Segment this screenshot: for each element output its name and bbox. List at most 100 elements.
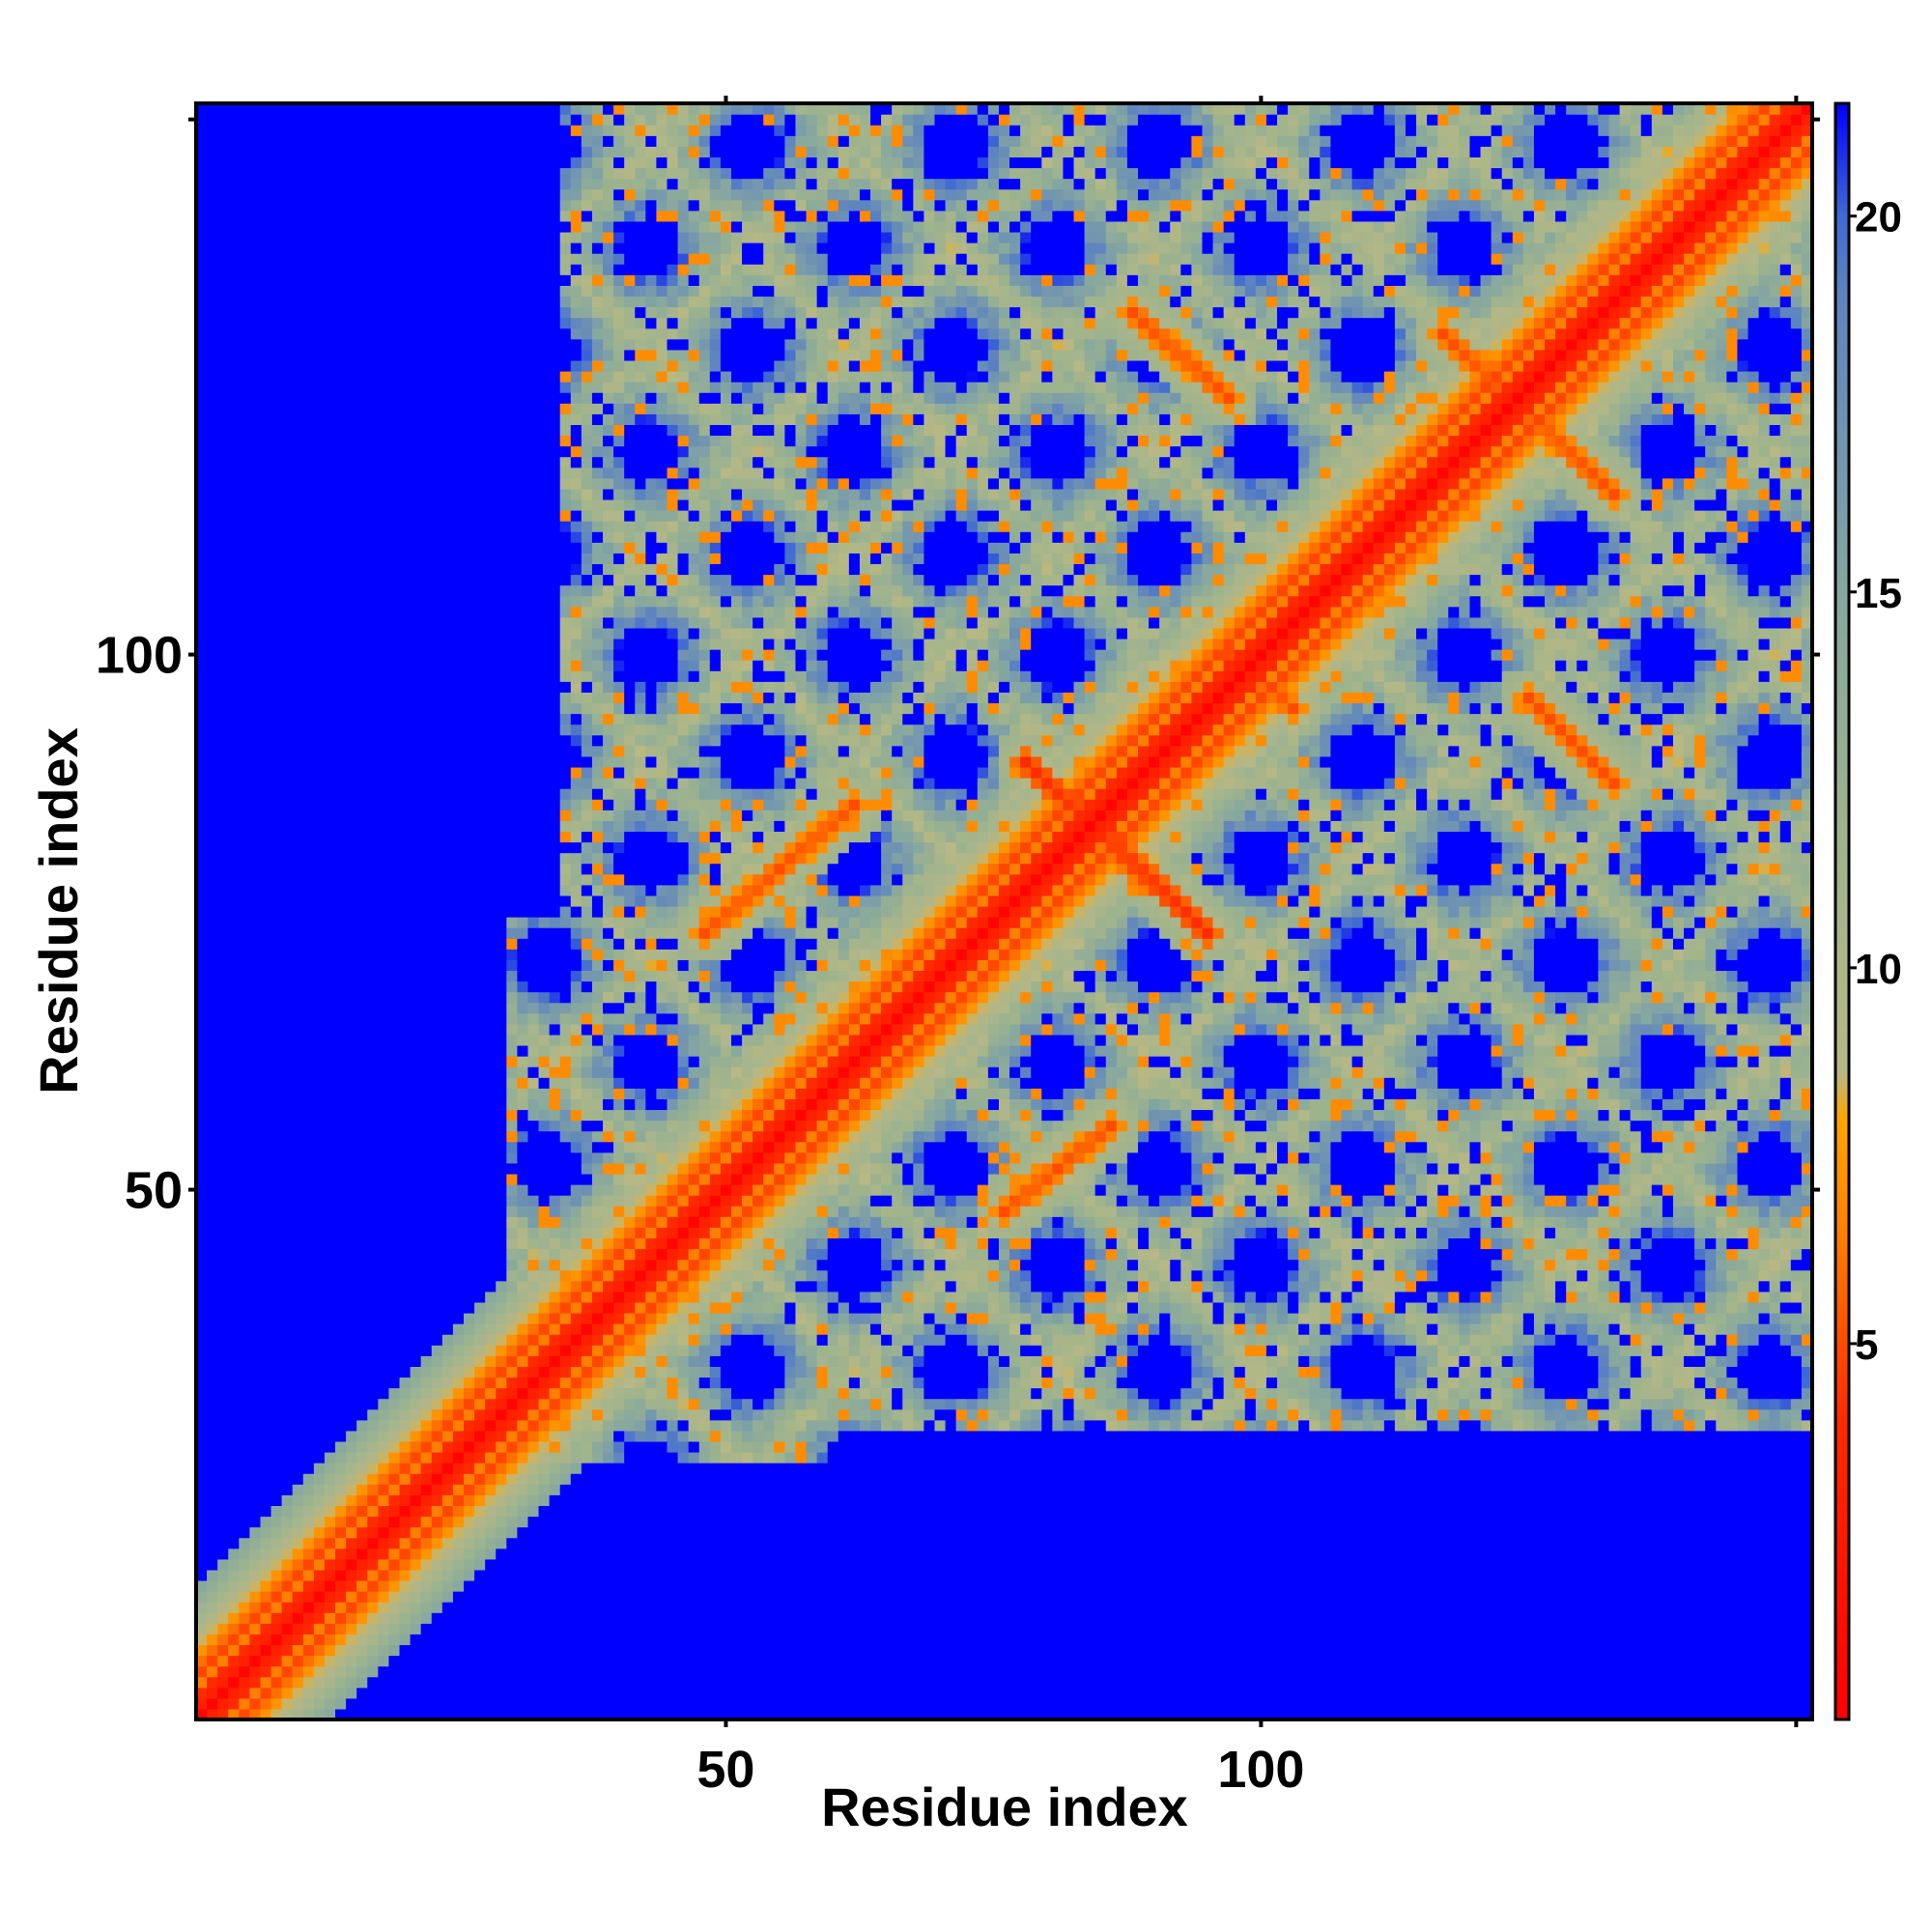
heatmap-cell xyxy=(1309,1570,1321,1581)
heatmap-cell xyxy=(731,1580,743,1592)
heatmap-cell xyxy=(742,1559,753,1571)
heatmap-cell xyxy=(442,1644,454,1656)
heatmap-cell xyxy=(946,1666,957,1678)
heatmap-cell xyxy=(271,1591,283,1603)
heatmap-cell xyxy=(999,1688,1010,1699)
heatmap-cell xyxy=(539,1623,551,1634)
heatmap-cell xyxy=(207,1580,218,1592)
heatmap-cell xyxy=(1673,1666,1685,1678)
heatmap-cell xyxy=(1159,1548,1171,1560)
heatmap-cell xyxy=(613,1666,625,1678)
heatmap-cell xyxy=(1320,1688,1331,1699)
heatmap-cell xyxy=(881,1688,893,1699)
heatmap-cell xyxy=(571,1656,582,1667)
heatmap-cell xyxy=(1180,1602,1192,1613)
heatmap-cell xyxy=(1534,1677,1546,1689)
heatmap-cell xyxy=(1469,1559,1481,1571)
heatmap-cell xyxy=(1406,1644,1417,1656)
heatmap-cell xyxy=(239,1538,250,1549)
heatmap-cell xyxy=(923,1634,935,1645)
heatmap-cell xyxy=(1481,1559,1492,1571)
heatmap-cell xyxy=(849,1570,861,1581)
heatmap-cell xyxy=(1662,1612,1674,1624)
heatmap-cell xyxy=(1342,1580,1353,1592)
heatmap-cell xyxy=(668,1688,679,1699)
heatmap-cell xyxy=(1202,1612,1213,1624)
heatmap-cell xyxy=(1748,1570,1760,1581)
heatmap-cell xyxy=(1224,1623,1236,1634)
heatmap-cell xyxy=(1780,1602,1792,1613)
heatmap-cell xyxy=(411,1612,422,1624)
heatmap-cell xyxy=(1502,1612,1514,1624)
heatmap-cell xyxy=(1416,1548,1428,1560)
heatmap-cell xyxy=(1770,1548,1781,1560)
heatmap-cell xyxy=(710,1602,722,1613)
heatmap-cell xyxy=(1662,1580,1674,1592)
heatmap-cell xyxy=(1395,1559,1406,1571)
heatmap-cell xyxy=(217,1634,229,1645)
heatmap-cell xyxy=(1448,1698,1460,1710)
heatmap-cell xyxy=(1020,1559,1032,1571)
heatmap-cell xyxy=(1513,1698,1524,1710)
heatmap-cell xyxy=(1009,1559,1021,1571)
heatmap-cell xyxy=(485,1688,497,1699)
heatmap-cell xyxy=(1513,1591,1524,1603)
heatmap-cell xyxy=(1395,1570,1406,1581)
heatmap-cell xyxy=(1138,1634,1150,1645)
heatmap-cell xyxy=(1523,1644,1535,1656)
heatmap-cell xyxy=(1684,1688,1695,1699)
heatmap-cell xyxy=(999,1656,1010,1667)
heatmap-cell xyxy=(731,1602,743,1613)
heatmap-cell xyxy=(1095,1623,1107,1634)
heatmap-cell xyxy=(742,1688,753,1699)
heatmap-cell xyxy=(849,1666,861,1678)
heatmap-cell xyxy=(1224,1634,1236,1645)
heatmap-cell xyxy=(1469,1634,1481,1645)
heatmap-cell xyxy=(1138,1698,1150,1710)
heatmap-cell xyxy=(731,1559,743,1571)
heatmap-cell xyxy=(228,1666,240,1678)
heatmap-cell xyxy=(464,1602,475,1613)
heatmap-cell xyxy=(1427,1570,1438,1581)
heatmap-cell xyxy=(442,1612,454,1624)
heatmap-cell xyxy=(550,1580,561,1592)
heatmap-cell xyxy=(228,1602,240,1613)
heatmap-cell xyxy=(1705,1612,1717,1624)
heatmap-cell xyxy=(1191,1656,1203,1667)
heatmap-cell xyxy=(228,1559,240,1571)
heatmap-cell xyxy=(699,1548,711,1560)
heatmap-cell xyxy=(1363,1602,1375,1613)
heatmap-cell xyxy=(1469,1612,1481,1624)
heatmap-cell xyxy=(527,1698,539,1710)
heatmap-cell xyxy=(1298,1612,1310,1624)
heatmap-cell xyxy=(1448,1602,1460,1613)
heatmap-cell xyxy=(1459,1656,1470,1667)
heatmap-cell xyxy=(442,1666,454,1678)
heatmap-cell xyxy=(870,1677,882,1689)
heatmap-cell xyxy=(1631,1634,1642,1645)
heatmap-cell xyxy=(325,1656,336,1667)
heatmap-cell xyxy=(1298,1677,1310,1689)
heatmap-cell xyxy=(1620,1623,1632,1634)
heatmap-cell xyxy=(1363,1698,1375,1710)
heatmap-cell xyxy=(228,1634,240,1645)
heatmap-cell xyxy=(774,1538,785,1549)
heatmap-cell xyxy=(1266,1570,1278,1581)
heatmap-cell xyxy=(999,1602,1010,1613)
heatmap-cell xyxy=(784,1666,796,1678)
heatmap-cell xyxy=(1074,1559,1086,1571)
heatmap-cell xyxy=(303,1591,315,1603)
heatmap-cell xyxy=(388,1559,400,1571)
heatmap-cell xyxy=(249,1688,261,1699)
heatmap-cell xyxy=(1770,1570,1781,1581)
heatmap-cell xyxy=(635,1602,646,1613)
heatmap-cell xyxy=(1545,1677,1556,1689)
heatmap-cell xyxy=(731,1644,743,1656)
heatmap-cell xyxy=(1085,1559,1096,1571)
heatmap-cell xyxy=(860,1580,871,1592)
heatmap-cell xyxy=(356,1559,368,1571)
heatmap-cell xyxy=(1384,1666,1396,1678)
heatmap-cell xyxy=(1342,1602,1353,1613)
heatmap-cell xyxy=(1363,1656,1375,1667)
heatmap-cell xyxy=(603,1623,614,1634)
